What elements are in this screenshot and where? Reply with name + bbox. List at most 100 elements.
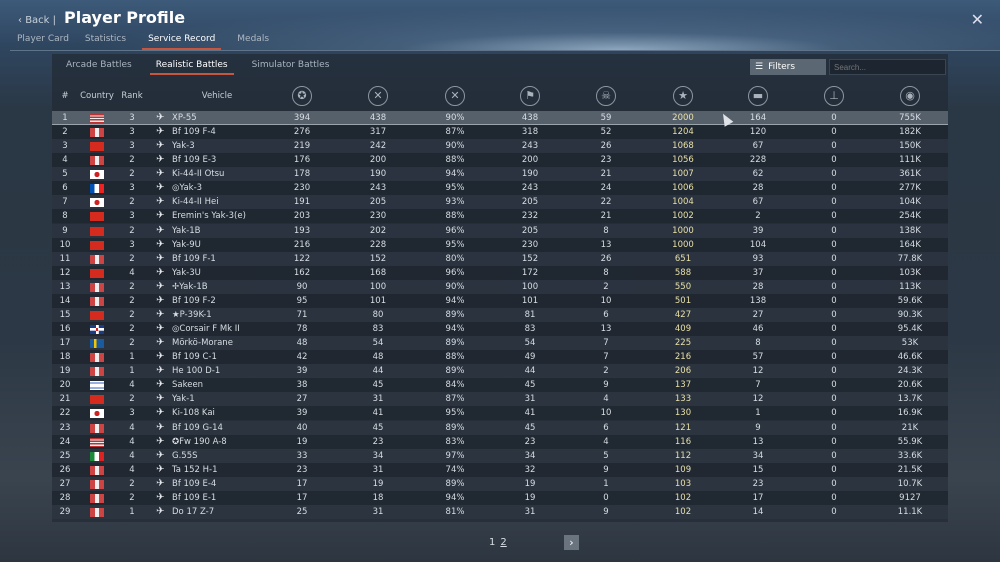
stat-respawns: 48 (372, 352, 384, 363)
rank: 4 (129, 380, 135, 391)
tab-medals[interactable]: Medals (237, 34, 270, 44)
victory-ratio-icon[interactable]: ✕ (445, 86, 465, 106)
col-header-num[interactable]: # (61, 91, 69, 101)
table-row[interactable]: 13 2 ✈ ✢Yak-1B 90 100 90% 100 2 550 28 0 113K (52, 279, 948, 294)
row-number: 18 (59, 352, 71, 363)
flag-de-icon (90, 296, 104, 306)
stat-sessions: 31 (524, 506, 536, 517)
activity-icon[interactable]: ◉ (900, 86, 920, 106)
table-row[interactable]: 21 2 ✈ Yak-1 27 31 87% 31 4 133 12 0 13.7K (52, 392, 948, 407)
stat-victories: 33 (296, 450, 308, 461)
vehicle-name: Mörkö-Morane (172, 338, 233, 349)
plane-icon: ✈ (156, 463, 165, 475)
back-button[interactable]: ‹ Back | (18, 15, 57, 26)
flag-de-icon (90, 465, 104, 475)
table-row[interactable]: 26 4 ✈ Ta 152 H-1 23 31 74% 32 9 109 15 0 21.5K (52, 462, 948, 477)
stat-air-kills: 102 (674, 506, 692, 517)
stat-victory-ratio: 95% (445, 239, 465, 250)
table-row[interactable]: 2 3 ✈ Bf 109 F-4 276 317 87% 318 52 1204 120 0 182K (52, 125, 948, 140)
row-number: 3 (62, 141, 68, 152)
tab-statistics[interactable]: Statistics (84, 34, 127, 44)
vehicle-name: Bf 109 E-3 (172, 155, 217, 166)
table-row[interactable]: 17 2 ✈ Mörkö-Morane 48 54 89% 54 7 225 8 0 53K (52, 336, 948, 351)
tab-realistic-battles[interactable]: Realistic Battles (149, 60, 234, 75)
respawns-icon[interactable]: ✕ (368, 86, 388, 106)
stat-air-kills: 121 (674, 422, 692, 433)
table-row[interactable]: 15 2 ✈ ★P-39K-1 71 80 89% 81 6 427 27 0 90.3K (52, 307, 948, 322)
col-header-country[interactable]: Country (80, 91, 114, 101)
stat-activity: 13.7K (897, 394, 923, 405)
stat-naval-kills: 0 (831, 366, 837, 377)
table-row[interactable]: 28 2 ✈ Bf 109 E-1 17 18 94% 19 0 102 17 0 9127 (52, 490, 948, 505)
tab-service-record[interactable]: Service Record (142, 34, 222, 50)
next-page-button[interactable]: › (564, 535, 579, 550)
plane-icon: ✈ (156, 224, 165, 236)
table-row[interactable]: 24 4 ✈ ✪Fw 190 A-8 19 23 83% 23 4 116 13 0 55.9K (52, 434, 948, 449)
stat-victory-ratio: 89% (445, 366, 465, 377)
row-number: 11 (59, 253, 71, 264)
stat-victory-ratio: 89% (445, 309, 465, 320)
table-row[interactable]: 22 3 ✈ Ki-108 Kai 39 41 95% 41 10 130 1 0 16.9K (52, 406, 948, 421)
ground-kills-icon[interactable]: ▬ (748, 86, 768, 106)
table-row[interactable]: 23 4 ✈ Bf 109 G-14 40 45 89% 45 6 121 9 0 21K (52, 420, 948, 435)
stat-ground-kills: 104 (749, 239, 767, 250)
table-row[interactable]: 20 4 ✈ Sakeen 38 45 84% 45 9 137 7 0 20.6K (52, 378, 948, 393)
table-row[interactable]: 11 2 ✈ Bf 109 F-1 122 152 80% 152 26 651 93 0 77.8K (52, 251, 948, 266)
stat-activity: 21K (901, 422, 919, 433)
stat-ground-kills: 23 (752, 478, 764, 489)
air-kills-icon[interactable]: ★ (673, 86, 693, 106)
table-row[interactable]: 7 2 ✈ Ki-44-II Hei 191 205 93% 205 22 1004 67 0 104K (52, 195, 948, 210)
stat-ground-kills: 27 (752, 309, 764, 320)
sessions-icon[interactable]: ⚑ (520, 86, 540, 106)
vehicle-name: Yak-9U (172, 239, 201, 250)
table-row[interactable]: 14 2 ✈ Bf 109 F-2 95 101 94% 101 10 501 138 0 59.6K (52, 293, 948, 308)
table-row[interactable]: 8 3 ✈ Eremin's Yak-3(e) 203 230 88% 232 21 1002 2 0… (52, 209, 948, 224)
rank: 3 (129, 408, 135, 419)
search-input[interactable] (829, 59, 946, 75)
stat-air-kills: 1068 (672, 141, 694, 152)
stat-activity: 361K (899, 169, 921, 180)
filters-button[interactable]: ☰ Filters (750, 59, 826, 75)
stat-sessions: 152 (521, 253, 539, 264)
stat-deaths: 8 (603, 267, 609, 278)
stat-air-kills: 130 (674, 408, 692, 419)
victories-icon[interactable]: ✪ (292, 86, 312, 106)
row-number: 1 (62, 113, 68, 123)
close-button[interactable]: ✕ (970, 10, 984, 29)
page-2[interactable]: 2 (500, 537, 507, 548)
table-row[interactable]: 10 3 ✈ Yak-9U 216 228 95% 230 13 1000 104 0 164K (52, 237, 948, 252)
stat-activity: 164K (899, 239, 921, 250)
table-row[interactable]: 4 2 ✈ Bf 109 E-3 176 200 88% 200 23 1056 228 0 111K (52, 153, 948, 168)
table-row[interactable]: 29 1 ✈ Do 17 Z-7 25 31 81% 31 9 102 14 0 11.1K (52, 504, 948, 519)
tab-arcade-battles[interactable]: Arcade Battles (66, 60, 132, 70)
stat-victory-ratio: 94% (445, 324, 465, 335)
table-row[interactable]: 27 2 ✈ Bf 109 E-4 17 19 89% 19 1 103 23 0 10.7K (52, 476, 948, 491)
table-row[interactable]: 12 4 ✈ Yak-3U 162 168 96% 172 8 588 37 0 103K (52, 265, 948, 280)
table-row[interactable]: 16 2 ✈ ◎Corsair F Mk II 78 83 94% 83 13 409 46 0 95.… (52, 322, 948, 337)
table-row[interactable]: 1 3 ✈ XP-55 394 438 90% 438 59 2000 164 0 755K (52, 111, 948, 125)
page-1[interactable]: 1 (489, 537, 496, 548)
col-header-rank[interactable]: Rank (121, 91, 143, 101)
naval-kills-icon[interactable]: ⊥ (824, 86, 844, 106)
table-row[interactable]: 3 3 ✈ Yak-3 219 242 90% 243 26 1068 67 0 150K (52, 139, 948, 154)
table-row[interactable]: 6 3 ✈ ◎Yak-3 230 243 95% 243 24 1006 28 0 277K (52, 181, 948, 196)
stat-deaths: 7 (603, 338, 609, 349)
tab-simulator-battles[interactable]: Simulator Battles (251, 60, 330, 70)
stat-victory-ratio: 96% (445, 267, 465, 278)
flag-de-icon (90, 128, 104, 138)
col-header-vehicle[interactable]: Vehicle (201, 91, 233, 101)
stat-activity: 111K (899, 155, 921, 166)
deaths-icon[interactable]: ☠ (596, 86, 616, 106)
table-row[interactable]: 18 1 ✈ Bf 109 C-1 42 48 88% 49 7 216 57 0 46.6K (52, 350, 948, 365)
stat-air-kills: 1004 (672, 197, 694, 208)
flag-su-icon (90, 240, 104, 250)
table-row[interactable]: 5 2 ✈ Ki-44-II Otsu 178 190 94% 190 21 1007 62 0 361… (52, 167, 948, 182)
tab-player-card[interactable]: Player Card (17, 34, 69, 44)
stat-air-kills: 109 (674, 464, 692, 475)
filters-label: Filters (768, 62, 796, 72)
table-row[interactable]: 19 1 ✈ He 100 D-1 39 44 89% 44 2 206 12 0 24.3K (52, 364, 948, 379)
table-row[interactable]: 9 2 ✈ Yak-1B 193 202 96% 205 8 1000 39 0 138K (52, 223, 948, 238)
stat-ground-kills: 67 (752, 197, 764, 208)
stat-air-kills: 225 (674, 338, 692, 349)
table-row[interactable]: 25 4 ✈ G.55S 33 34 97% 34 5 112 34 0 33.6K (52, 448, 948, 463)
